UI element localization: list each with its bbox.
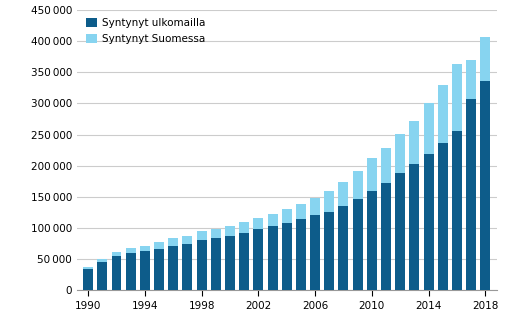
- Bar: [338, 206, 349, 290]
- Bar: [182, 236, 193, 244]
- Bar: [211, 238, 221, 290]
- Bar: [282, 223, 292, 290]
- Bar: [282, 209, 292, 223]
- Bar: [353, 199, 362, 290]
- Bar: [197, 231, 206, 240]
- Bar: [253, 218, 263, 229]
- Bar: [410, 121, 419, 164]
- Bar: [296, 219, 306, 290]
- Bar: [112, 256, 121, 290]
- Bar: [438, 85, 447, 143]
- Bar: [225, 236, 235, 290]
- Bar: [466, 60, 476, 99]
- Bar: [197, 240, 206, 290]
- Bar: [423, 154, 434, 290]
- Bar: [168, 246, 178, 290]
- Bar: [452, 64, 462, 131]
- Bar: [83, 269, 93, 290]
- Bar: [211, 229, 221, 238]
- Bar: [367, 158, 377, 191]
- Bar: [268, 214, 278, 226]
- Bar: [253, 229, 263, 290]
- Bar: [97, 262, 108, 290]
- Bar: [239, 233, 249, 290]
- Bar: [154, 242, 164, 248]
- Bar: [182, 244, 193, 290]
- Bar: [140, 246, 150, 251]
- Bar: [353, 171, 362, 199]
- Bar: [97, 259, 108, 262]
- Bar: [438, 143, 447, 290]
- Bar: [480, 37, 490, 81]
- Bar: [324, 212, 334, 290]
- Bar: [268, 226, 278, 290]
- Bar: [126, 253, 136, 290]
- Bar: [410, 164, 419, 290]
- Bar: [310, 198, 320, 215]
- Bar: [140, 251, 150, 290]
- Bar: [395, 173, 405, 290]
- Bar: [423, 103, 434, 154]
- Bar: [381, 183, 391, 290]
- Bar: [225, 226, 235, 236]
- Bar: [296, 204, 306, 219]
- Legend: Syntynyt ulkomailla, Syntynyt Suomessa: Syntynyt ulkomailla, Syntynyt Suomessa: [86, 18, 205, 44]
- Bar: [154, 248, 164, 290]
- Bar: [112, 252, 121, 256]
- Bar: [126, 248, 136, 253]
- Bar: [310, 215, 320, 290]
- Bar: [83, 267, 93, 269]
- Bar: [381, 148, 391, 183]
- Bar: [338, 182, 349, 206]
- Bar: [452, 131, 462, 290]
- Bar: [367, 191, 377, 290]
- Bar: [324, 191, 334, 212]
- Bar: [466, 99, 476, 290]
- Bar: [239, 222, 249, 233]
- Bar: [480, 81, 490, 290]
- Bar: [168, 238, 178, 246]
- Bar: [395, 134, 405, 173]
